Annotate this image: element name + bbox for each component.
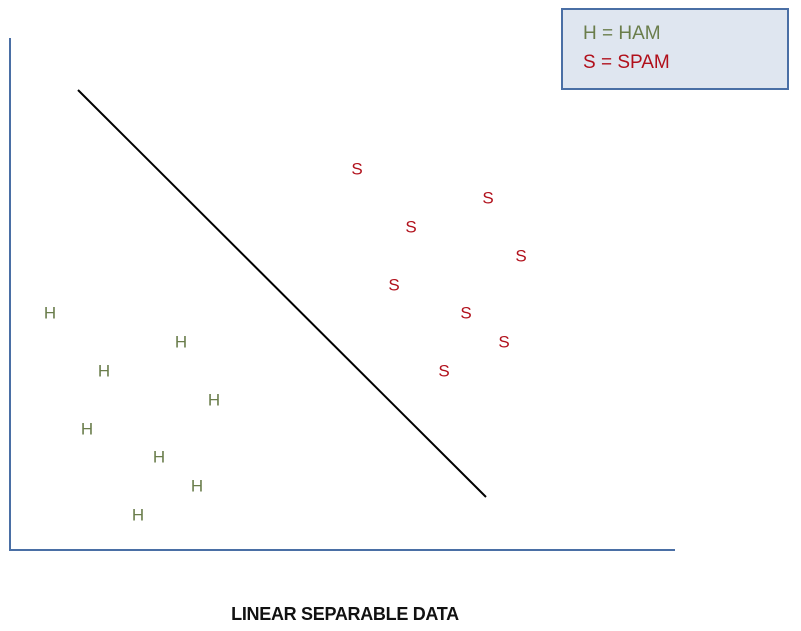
data-points: H H H H H H H H S S S S S S S S <box>44 160 527 525</box>
spam-point: S <box>498 333 509 352</box>
spam-point: S <box>515 247 526 266</box>
spam-point: S <box>405 218 416 237</box>
ham-point: H <box>44 304 56 323</box>
ham-point: H <box>132 506 144 525</box>
legend-entry-ham: H = HAM <box>583 23 661 44</box>
ham-point: H <box>208 391 220 410</box>
ham-point: H <box>81 420 93 439</box>
spam-point: S <box>351 160 362 179</box>
legend: H = HAM S = SPAM <box>561 8 789 90</box>
separator-line <box>77 89 487 498</box>
ham-point: H <box>191 477 203 496</box>
spam-point: S <box>438 362 449 381</box>
ham-point: H <box>98 362 110 381</box>
spam-point: S <box>388 276 399 295</box>
spam-point: S <box>460 304 471 323</box>
ham-point: H <box>153 448 165 467</box>
spam-point: S <box>482 189 493 208</box>
ham-point: H <box>175 333 187 352</box>
legend-entry-spam: S = SPAM <box>583 52 670 73</box>
chart-title: LINEAR SEPARABLE DATA <box>231 604 459 624</box>
